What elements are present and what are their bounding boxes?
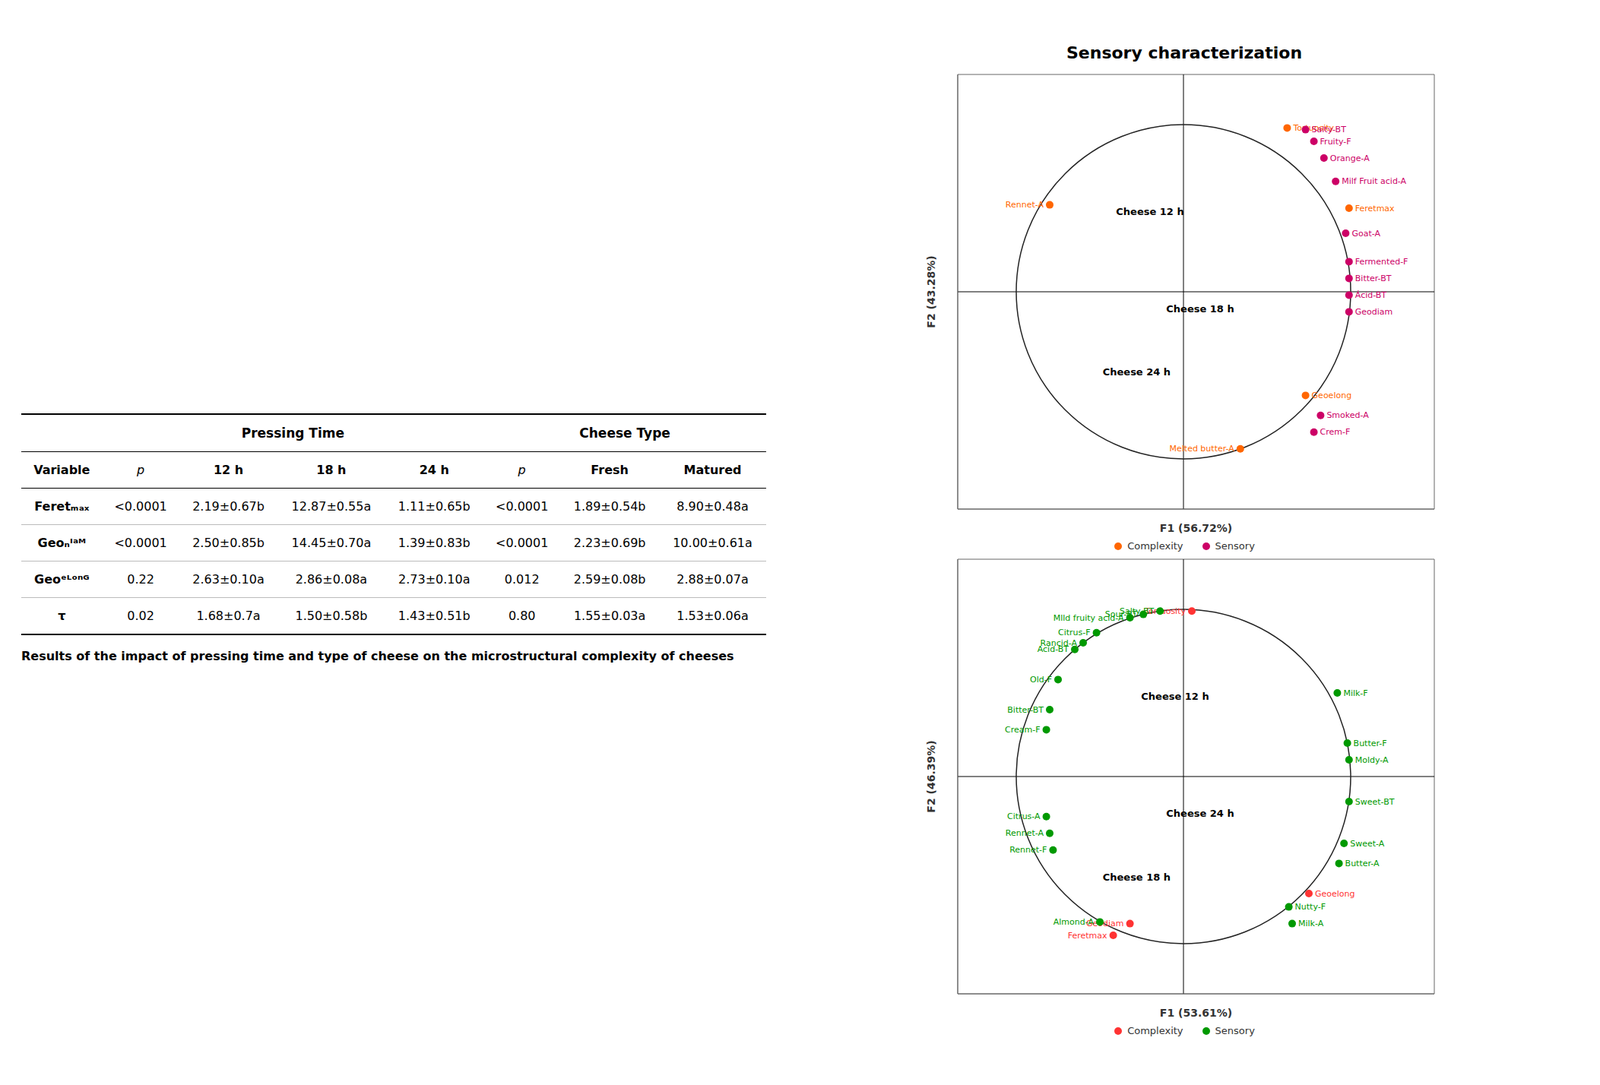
html-text:0.22: 0.22 xyxy=(127,571,155,587)
svg-text:Geodiam: Geodiam xyxy=(1085,919,1124,929)
svg-text:Citrus-A: Citrus-A xyxy=(1007,811,1041,822)
svg-text:Old-F: Old-F xyxy=(1029,674,1052,685)
svg-text:Ácid-BT: Ácid-BT xyxy=(1354,290,1387,301)
html-text:2.59±0.08b: 2.59±0.08b xyxy=(573,571,646,587)
svg-text:Fermented-F: Fermented-F xyxy=(1354,256,1408,267)
html-text:24 h: 24 h xyxy=(419,462,450,477)
svg-text:Cheese 24 h: Cheese 24 h xyxy=(1102,366,1170,378)
html-text:1.43±0.51b: 1.43±0.51b xyxy=(398,608,471,623)
html-text:2.23±0.69b: 2.23±0.69b xyxy=(573,535,646,550)
html-text:2.73±0.10a: 2.73±0.10a xyxy=(398,571,471,587)
svg-text:Feretmax: Feretmax xyxy=(1354,203,1395,214)
svg-text:Rennet-F: Rennet-F xyxy=(1009,845,1047,856)
html-text:Geoᵉᴸᵒⁿᴳ: Geoᵉᴸᵒⁿᴳ xyxy=(34,571,90,587)
svg-text:Cheese 12 h: Cheese 12 h xyxy=(1115,205,1184,218)
html-text:18 h: 18 h xyxy=(316,462,347,477)
svg-text:Bitter-BT: Bitter-BT xyxy=(1354,273,1391,284)
svg-text:Milk-A: Milk-A xyxy=(1298,918,1325,929)
html-text:Sensory: Sensory xyxy=(1215,540,1255,552)
html-text:<0.0001: <0.0001 xyxy=(114,535,168,550)
html-text:<0.0001: <0.0001 xyxy=(495,535,549,550)
svg-text:Smoked-A: Smoked-A xyxy=(1326,410,1369,421)
svg-text:Geodiam: Geodiam xyxy=(1354,307,1393,317)
html-text:p: p xyxy=(136,462,145,477)
svg-text:Sweet-A: Sweet-A xyxy=(1349,839,1385,850)
html-text:2.19±0.67b: 2.19±0.67b xyxy=(192,499,265,514)
html-text:1.68±0.7a: 1.68±0.7a xyxy=(196,608,261,623)
html-text:0.012: 0.012 xyxy=(504,571,540,587)
html-text:Matured: Matured xyxy=(683,462,742,477)
html-text:10.00±0.61a: 10.00±0.61a xyxy=(672,535,753,550)
svg-text:Cream-F: Cream-F xyxy=(1004,725,1040,736)
svg-text:F1 (53.61%): F1 (53.61%) xyxy=(1159,1007,1232,1020)
svg-text:Rancid-A: Rancid-A xyxy=(1039,638,1077,648)
html-text:Complexity: Complexity xyxy=(1127,1025,1184,1037)
svg-text:Goat-A: Goat-A xyxy=(1351,228,1381,239)
html-text:0.02: 0.02 xyxy=(127,608,155,623)
html-text:Cheese Type: Cheese Type xyxy=(579,425,671,441)
svg-text:F1 (56.72%): F1 (56.72%) xyxy=(1159,522,1232,535)
svg-text:F2 (46.39%): F2 (46.39%) xyxy=(924,740,937,813)
html-text:Geoₙᴵᵃᴹ: Geoₙᴵᵃᴹ xyxy=(37,535,86,550)
html-text:Feretₘₐₓ: Feretₘₐₓ xyxy=(34,499,90,514)
html-text:1.89±0.54b: 1.89±0.54b xyxy=(573,499,646,514)
svg-text:Feretmax: Feretmax xyxy=(1067,931,1107,941)
svg-text:F2 (43.28%): F2 (43.28%) xyxy=(924,255,937,328)
svg-text:Tortuosity: Tortuosity xyxy=(1144,606,1186,617)
svg-text:Citrus-F: Citrus-F xyxy=(1058,627,1091,638)
html-text:14.45±0.70a: 14.45±0.70a xyxy=(291,535,372,550)
svg-text:Geoelong: Geoelong xyxy=(1314,889,1356,900)
svg-text:Acid-BT: Acid-BT xyxy=(1036,644,1069,655)
html-text:Results of the impact of press: Results of the impact of pressing time a… xyxy=(21,648,734,664)
svg-text:Nutty-F: Nutty-F xyxy=(1294,902,1325,913)
svg-text:Melted butter-A: Melted butter-A xyxy=(1169,443,1235,454)
svg-text:Rennet-A: Rennet-A xyxy=(1004,199,1044,210)
html-text:τ: τ xyxy=(57,608,66,623)
svg-text:Orange-A: Orange-A xyxy=(1329,153,1369,164)
svg-text:Milk-F: Milk-F xyxy=(1343,688,1368,699)
svg-text:Cheese 18 h: Cheese 18 h xyxy=(1102,871,1170,884)
svg-text:Almond-A: Almond-A xyxy=(1052,917,1094,928)
html-text:2.88±0.07a: 2.88±0.07a xyxy=(676,571,749,587)
html-text:2.86±0.08a: 2.86±0.08a xyxy=(295,571,368,587)
svg-text:Geoelong: Geoelong xyxy=(1311,390,1352,401)
svg-text:Rennet-A: Rennet-A xyxy=(1004,828,1044,839)
html-text:8.90±0.48a: 8.90±0.48a xyxy=(676,499,749,514)
svg-text:Bitter-BT: Bitter-BT xyxy=(1007,705,1044,716)
html-text:12.87±0.55a: 12.87±0.55a xyxy=(291,499,372,514)
svg-text:Mlld fruity acid-A: Mlld fruity acid-A xyxy=(1052,613,1124,624)
html-text:<0.0001: <0.0001 xyxy=(114,499,168,514)
html-text:1.50±0.58b: 1.50±0.58b xyxy=(295,608,368,623)
svg-text:Fruity-F: Fruity-F xyxy=(1319,136,1351,147)
svg-text:Butter-F: Butter-F xyxy=(1352,738,1387,749)
svg-text:Moldy-A: Moldy-A xyxy=(1354,755,1388,766)
svg-text:Crem-F: Crem-F xyxy=(1319,427,1350,438)
svg-text:Salty-BT: Salty-BT xyxy=(1311,124,1347,135)
html-text:12 h: 12 h xyxy=(213,462,244,477)
html-text:<0.0001: <0.0001 xyxy=(495,499,549,514)
html-text:Sensory: Sensory xyxy=(1215,1025,1255,1037)
svg-text:Cheese 12 h: Cheese 12 h xyxy=(1140,690,1209,703)
html-text:0.80: 0.80 xyxy=(508,608,536,623)
svg-text:Milf Fruit acid-A: Milf Fruit acid-A xyxy=(1341,176,1407,187)
html-text:1.11±0.65b: 1.11±0.65b xyxy=(398,499,471,514)
html-text:Sensory characterization: Sensory characterization xyxy=(1066,43,1303,63)
svg-text:Sweet-BT: Sweet-BT xyxy=(1354,797,1395,808)
svg-text:Cheese 24 h: Cheese 24 h xyxy=(1165,807,1234,820)
html-text:2.50±0.85b: 2.50±0.85b xyxy=(192,535,265,550)
html-text:Fresh: Fresh xyxy=(590,462,629,477)
svg-text:Cheese 18 h: Cheese 18 h xyxy=(1165,303,1234,315)
html-text:1.39±0.83b: 1.39±0.83b xyxy=(398,535,471,550)
html-text:Complexity: Complexity xyxy=(1127,540,1184,552)
svg-text:Butter-A: Butter-A xyxy=(1344,858,1379,869)
html-text:Pressing Time: Pressing Time xyxy=(241,425,345,441)
html-text:p: p xyxy=(518,462,526,477)
html-text:2.63±0.10a: 2.63±0.10a xyxy=(192,571,265,587)
html-text:1.53±0.06a: 1.53±0.06a xyxy=(676,608,749,623)
html-text:Variable: Variable xyxy=(33,462,90,477)
html-text:1.55±0.03a: 1.55±0.03a xyxy=(573,608,646,623)
